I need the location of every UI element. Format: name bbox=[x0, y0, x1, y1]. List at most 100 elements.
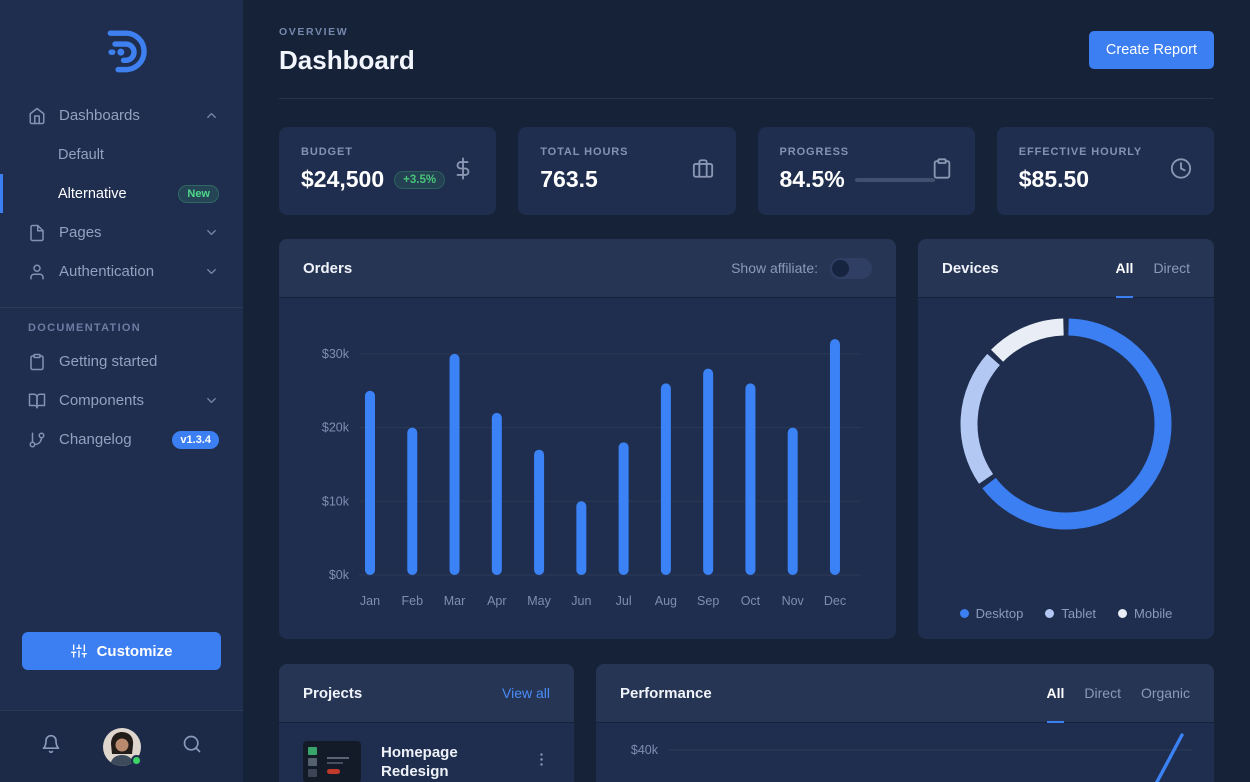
performance-ytick: $40k bbox=[631, 743, 659, 757]
sliders-icon bbox=[70, 644, 87, 658]
briefcase-icon bbox=[692, 158, 714, 185]
dollar-sign-icon bbox=[452, 157, 474, 185]
mobile-legend-dot bbox=[1118, 609, 1128, 618]
sidebar-item-label: Alternative bbox=[58, 185, 127, 202]
legend-item-desktop: Desktop bbox=[959, 606, 1023, 621]
sidebar-item-default[interactable]: Default bbox=[0, 135, 243, 174]
stat-value: $85.50 bbox=[1018, 166, 1090, 192]
orders-card-header: Orders Show affiliate: bbox=[279, 239, 896, 298]
user-icon bbox=[30, 264, 44, 279]
chevron-down-icon bbox=[207, 230, 216, 235]
sidebar-item-authentication[interactable]: Authentication bbox=[0, 252, 243, 291]
orders-bar-chart: $0k $10k $20k $30k Jan Feb Mar Apr May Jun Jul Aug S… bbox=[322, 339, 861, 608]
stat-label: PROGRESS bbox=[779, 146, 850, 158]
sidebar-section-documentation: DOCUMENTATION bbox=[0, 307, 243, 342]
tab-devices-all[interactable]: All bbox=[1115, 239, 1133, 298]
chevron-down-icon bbox=[207, 269, 216, 274]
sidebar-item-getting-started[interactable]: Getting started bbox=[0, 342, 243, 381]
stat-label: BUDGET bbox=[301, 146, 353, 158]
performance-title: Performance bbox=[620, 684, 712, 702]
project-title: Homepage Redesign bbox=[381, 743, 458, 781]
sidebar-footer bbox=[0, 710, 243, 782]
git-branch-icon bbox=[29, 432, 45, 447]
devices-card-header: Devices All Direct bbox=[918, 239, 1214, 298]
svg-text:Oct: Oct bbox=[741, 594, 761, 608]
devices-card: Devices All Direct Desktop Tablet bbox=[918, 239, 1214, 639]
search-icon[interactable] bbox=[182, 734, 202, 759]
trend-badge: +3.5% bbox=[394, 170, 446, 189]
tab-performance-all[interactable]: All bbox=[1046, 664, 1064, 723]
desktop-legend-dot bbox=[959, 609, 969, 618]
stat-value: $24,500 bbox=[301, 166, 385, 192]
sidebar-nav: Dashboards Default Alternative New Pages… bbox=[0, 96, 243, 459]
stat-card-total-hours: TOTAL HOURS 763.5 bbox=[518, 127, 736, 215]
page-header: OVERVIEW Dashboard Create Report bbox=[243, 0, 1250, 98]
sidebar-item-components[interactable]: Components bbox=[0, 381, 243, 420]
version-badge: v1.3.4 bbox=[172, 430, 219, 449]
sidebar-item-label: Getting started bbox=[59, 353, 158, 370]
orders-card: Orders Show affiliate: $0k $10k $20k $30k Ja… bbox=[279, 239, 896, 639]
create-report-button[interactable]: Create Report bbox=[1088, 31, 1214, 69]
svg-text:Aug: Aug bbox=[655, 594, 677, 608]
svg-text:Jan: Jan bbox=[360, 594, 380, 608]
online-status-dot bbox=[130, 754, 142, 766]
legend-item-tablet: Tablet bbox=[1045, 606, 1096, 621]
tab-performance-direct[interactable]: Direct bbox=[1084, 685, 1121, 701]
stat-label: TOTAL HOURS bbox=[540, 146, 629, 158]
charts-row: Orders Show affiliate: $0k $10k $20k $30k Ja… bbox=[279, 239, 1214, 639]
performance-card: Performance All Direct Organic $40k bbox=[596, 664, 1214, 782]
svg-text:Jun: Jun bbox=[571, 594, 591, 608]
home-icon bbox=[29, 107, 45, 124]
sidebar-item-changelog[interactable]: Changelog v1.3.4 bbox=[0, 420, 243, 459]
notifications-bell-icon[interactable] bbox=[41, 734, 61, 759]
stat-card-budget: BUDGET $24,500 +3.5% bbox=[279, 127, 497, 215]
sidebar-item-label: Dashboards bbox=[59, 107, 140, 124]
sidebar-item-dashboards[interactable]: Dashboards bbox=[0, 96, 243, 135]
show-affiliate-toggle[interactable] bbox=[830, 257, 872, 279]
performance-chart-body: $40k bbox=[596, 723, 1214, 782]
svg-text:Feb: Feb bbox=[401, 594, 423, 608]
devices-legend: Desktop Tablet Mobile bbox=[938, 606, 1194, 621]
sidebar-item-label: Changelog bbox=[59, 431, 132, 448]
tab-performance-organic[interactable]: Organic bbox=[1140, 685, 1190, 701]
projects-card: Projects View all Homepage Redesign bbox=[279, 664, 574, 782]
svg-text:$0k: $0k bbox=[329, 568, 350, 582]
svg-text:Sep: Sep bbox=[697, 594, 719, 608]
sidebar-item-pages[interactable]: Pages bbox=[0, 213, 243, 252]
page-title: Dashboard bbox=[279, 45, 415, 75]
view-all-link[interactable]: View all bbox=[502, 685, 550, 701]
svg-text:Jul: Jul bbox=[616, 594, 632, 608]
svg-text:Nov: Nov bbox=[782, 594, 805, 608]
user-avatar[interactable] bbox=[102, 727, 142, 766]
breadcrumb: OVERVIEW bbox=[279, 26, 349, 38]
performance-card-header: Performance All Direct Organic bbox=[596, 664, 1214, 723]
sidebar-item-label: Components bbox=[59, 392, 145, 409]
tab-devices-direct[interactable]: Direct bbox=[1153, 260, 1190, 276]
brand-logo[interactable] bbox=[91, 20, 153, 82]
sidebar-item-alternative[interactable]: Alternative New bbox=[0, 174, 243, 213]
devices-donut-chart bbox=[960, 318, 1172, 530]
svg-text:$20k: $20k bbox=[322, 421, 350, 435]
orders-title: Orders bbox=[303, 259, 353, 277]
performance-line-chart: $40k bbox=[631, 733, 1192, 782]
bottom-row: Projects View all Homepage Redesign Perf… bbox=[279, 664, 1214, 782]
customize-button[interactable]: Customize bbox=[22, 632, 221, 670]
sidebar: Dashboards Default Alternative New Pages… bbox=[0, 0, 243, 782]
more-vertical-icon[interactable] bbox=[533, 751, 550, 773]
svg-text:May: May bbox=[527, 594, 551, 608]
chevron-up-icon bbox=[207, 113, 216, 118]
stat-label: EFFECTIVE HOURLY bbox=[1018, 146, 1143, 158]
stats-row: BUDGET $24,500 +3.5% TOTAL HOURS 763.5 P… bbox=[279, 127, 1214, 215]
project-list-item[interactable]: Homepage Redesign bbox=[279, 723, 574, 782]
chevron-down-icon bbox=[207, 398, 216, 403]
project-thumbnail bbox=[303, 741, 361, 782]
svg-text:Dec: Dec bbox=[824, 594, 846, 608]
orders-chart-body: $0k $10k $20k $30k Jan Feb Mar Apr May Jun Jul Aug S… bbox=[279, 298, 896, 639]
projects-card-header: Projects View all bbox=[279, 664, 574, 723]
projects-title: Projects bbox=[303, 684, 363, 702]
book-open-icon bbox=[28, 393, 46, 408]
stat-value: 84.5% bbox=[779, 166, 845, 192]
devices-title: Devices bbox=[942, 259, 999, 277]
svg-text:$30k: $30k bbox=[322, 347, 350, 361]
customize-button-label: Customize bbox=[96, 642, 173, 660]
